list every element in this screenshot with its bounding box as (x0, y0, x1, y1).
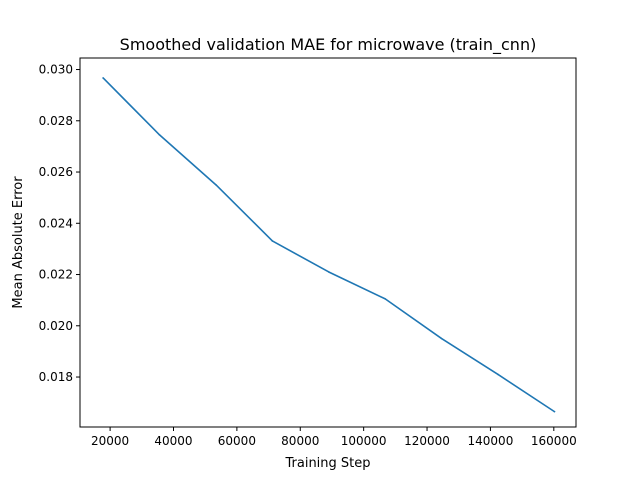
y-axis-label: Mean Absolute Error (11, 176, 26, 309)
y-tick-label: 0.018 (39, 370, 73, 384)
x-tick-label: 120000 (404, 434, 450, 448)
data-point (102, 77, 104, 79)
data-point (497, 373, 499, 376)
data-point (384, 298, 387, 300)
y-tick-label: 0.028 (39, 114, 73, 128)
y-tick-label: 0.030 (39, 63, 73, 77)
data-point (327, 271, 330, 273)
x-axis: 20000 40000 60000 80000 100000 120000 140000 16… (91, 427, 577, 448)
x-tick-label: 100000 (341, 434, 387, 448)
x-tick-label: 80000 (281, 434, 319, 448)
series-layer (102, 77, 556, 413)
x-tick-label: 60000 (218, 434, 256, 448)
y-tick-label: 0.024 (39, 216, 73, 230)
data-point (271, 240, 274, 242)
y-tick-label: 0.022 (39, 268, 73, 282)
y-tick-label: 0.020 (39, 319, 73, 333)
plot-frame (79, 57, 577, 428)
plot-area (79, 57, 577, 428)
x-axis-label: Training Step (284, 456, 370, 471)
data-point (215, 184, 217, 186)
data-point (553, 410, 556, 413)
data-point (440, 337, 443, 340)
y-tick-label: 0.026 (39, 165, 73, 179)
data-point (158, 134, 161, 136)
x-tick-label: 40000 (154, 434, 192, 448)
x-tick-label: 20000 (91, 434, 129, 448)
y-axis: 0.018 0.020 0.022 0.024 0.026 0.028 0.030 (39, 63, 80, 384)
series-line (102, 77, 556, 413)
chart-title: Smoothed validation MAE for microwave (t… (120, 35, 537, 55)
x-tick-label: 140000 (468, 434, 514, 448)
x-tick-label: 160000 (531, 434, 577, 448)
